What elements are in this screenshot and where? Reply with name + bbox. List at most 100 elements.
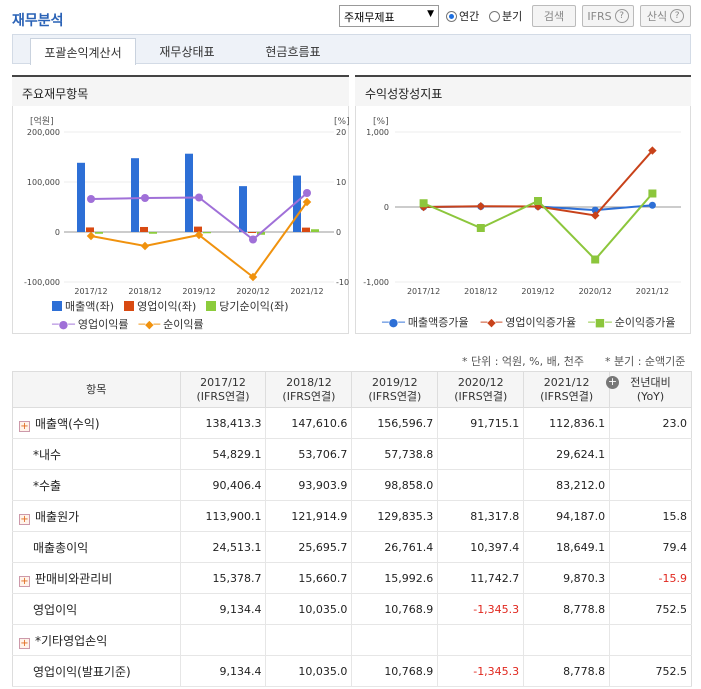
legend-label: 순이익률: [163, 318, 204, 331]
table-cell: 121,914.9: [265, 500, 352, 532]
right-chart-legend: ─●─ 매출액증가율 ─◆─ 영업이익증가율 ─■─ 순이익증가율: [382, 314, 676, 330]
column-header: 2020/12 (IFRS연결): [437, 371, 525, 408]
legend-line-icon: ─●─: [382, 315, 405, 329]
legend-item[interactable]: 영업이익(좌): [124, 298, 196, 314]
legend-label: 매출액증가율: [407, 316, 469, 329]
select-value: 주재무제표: [344, 11, 395, 24]
line-point: [590, 211, 600, 220]
y-right-tick-label: -10: [336, 278, 349, 287]
table-cell: 25,695.7: [265, 531, 352, 563]
legend-label: 순이익증가율: [614, 316, 676, 329]
formula-help-button[interactable]: 산식 ?: [640, 5, 691, 27]
legend-swatch-icon: [52, 301, 62, 311]
x-tick-label: 2018/12: [464, 287, 497, 296]
row-label-cell[interactable]: + 매출액(수익): [12, 407, 181, 439]
table-cell: [437, 624, 524, 656]
table-cell: 91,715.1: [437, 407, 524, 439]
row-label: 매출총이익: [33, 540, 89, 555]
table-cell: 11,742.7: [437, 562, 524, 594]
column-header-label: 2018/12: [286, 375, 332, 389]
expand-row-icon[interactable]: +: [19, 513, 30, 525]
y-left-tick-label: -100,000: [24, 278, 60, 287]
column-header-label: 2017/12: [200, 375, 246, 389]
expand-row-icon[interactable]: +: [19, 575, 30, 587]
legend-swatch-icon: [206, 301, 217, 311]
table-cell: 8,778.8: [523, 593, 610, 625]
page-title: 재무분석: [12, 13, 64, 29]
table-cell: 15,660.7: [265, 562, 352, 594]
table-cell: 9,870.3: [523, 562, 610, 594]
legend-item[interactable]: ─●─ 영업이익률: [52, 316, 128, 332]
line-point: [141, 194, 149, 202]
statement-type-select[interactable]: 주재무제표 ▼: [339, 5, 439, 27]
table-cell: 94,187.0: [523, 500, 610, 532]
table-cell: [609, 438, 692, 470]
y-left-tick-label: 0: [55, 228, 60, 237]
column-header-item: 항목: [12, 371, 181, 408]
bar: [149, 232, 157, 234]
row-label-cell[interactable]: + 매출원가: [12, 500, 181, 532]
table-cell: [437, 469, 524, 501]
bar: [194, 226, 202, 232]
ifrs-label: IFRS: [587, 9, 612, 23]
line-point: [140, 241, 150, 251]
table-row: 영업이익(발표기준) 9,134.4 10,035.0 10,768.9 -1,345.…: [12, 655, 692, 687]
bar: [293, 175, 301, 232]
column-header-sublabel: (IFRS연결): [368, 389, 422, 403]
bar: [239, 186, 247, 232]
main-financials-chart: [억원] [%] 200,000 20 100,000 10 0 0 -100,000 -10 20…: [24, 115, 349, 296]
quarter-radio[interactable]: 분기: [489, 8, 522, 24]
bar: [248, 232, 256, 233]
left-chart-panel: [12, 106, 349, 334]
table-cell: 15,992.6: [351, 562, 438, 594]
line-point: [591, 255, 600, 264]
legend-item[interactable]: ─■─ 순이익증가율: [588, 314, 675, 330]
table-cell: 93,903.9: [265, 469, 352, 501]
line-point: [249, 235, 257, 244]
units-note: * 단위 : 억원, %, 배, 천주: [462, 355, 584, 368]
bar: [131, 158, 139, 232]
line-point: [86, 231, 96, 241]
row-label: *내수: [33, 447, 62, 462]
table-row: + *기타영업손익: [12, 624, 692, 656]
x-tick-label: 2021/12: [290, 287, 323, 296]
legend-label: 당기순이익(좌): [219, 300, 289, 313]
x-tick-label: 2017/12: [407, 287, 440, 296]
row-label-cell[interactable]: + *기타영업손익: [12, 624, 181, 656]
tab-income-statement[interactable]: 포괄손익계산서: [30, 38, 136, 65]
y-tick-label: 1,000: [366, 128, 389, 137]
table-cell: 54,829.1: [179, 438, 266, 470]
row-label-cell[interactable]: + 판매비와관리비: [12, 562, 181, 594]
tab-balance-sheet[interactable]: 재무상태표: [159, 44, 215, 59]
annual-radio[interactable]: 연간: [446, 8, 479, 24]
table-cell: [179, 624, 266, 656]
legend-item[interactable]: ─◆─ 영업이익증가율: [481, 314, 577, 330]
expand-row-icon[interactable]: +: [19, 420, 30, 432]
legend-line-icon: ─◆─: [480, 315, 503, 329]
legend-item[interactable]: 당기순이익(좌): [206, 298, 289, 314]
bar: [185, 153, 193, 232]
add-column-icon[interactable]: +: [606, 375, 619, 389]
right-chart-panel: [355, 106, 691, 334]
legend-item[interactable]: 매출액(좌): [52, 298, 114, 314]
expand-row-icon[interactable]: +: [19, 637, 30, 649]
y-right-tick-label: 0: [336, 228, 341, 237]
legend-label: 영업이익(좌): [137, 300, 197, 313]
search-button[interactable]: 검색: [532, 5, 576, 27]
growth-indicators-chart: [%]1,000 0 -1,000 2017/12 2018/12 2019/12 2020…: [363, 117, 681, 296]
y-left-tick-label: 100,000: [27, 178, 60, 187]
table-cell: 29,624.1: [523, 438, 610, 470]
left-chart-legend: 매출액(좌) 영업이익(좌) 당기순이익(좌) ─●─ 영업이익률 ─◆─ 순이익률: [52, 298, 344, 332]
tab-cash-flow[interactable]: 현금흐름표: [265, 44, 321, 59]
table-row: 매출총이익 24,513.1 25,695.7 26,761.4 10,397.4 18,…: [12, 531, 692, 563]
left-panel-title: 주요재무항목: [12, 75, 349, 106]
legend-item[interactable]: ─●─ 매출액증가율: [382, 314, 469, 330]
table-cell: 10,768.9: [351, 655, 438, 687]
y-unit-label: [%]: [373, 117, 389, 127]
bar: [86, 227, 94, 232]
y-left-unit-label: [억원]: [30, 115, 54, 127]
ifrs-help-button[interactable]: IFRS ?: [582, 5, 634, 27]
line-point: [195, 193, 203, 202]
table-cell: [609, 469, 692, 501]
legend-item[interactable]: ─◆─ 순이익률: [138, 316, 203, 332]
